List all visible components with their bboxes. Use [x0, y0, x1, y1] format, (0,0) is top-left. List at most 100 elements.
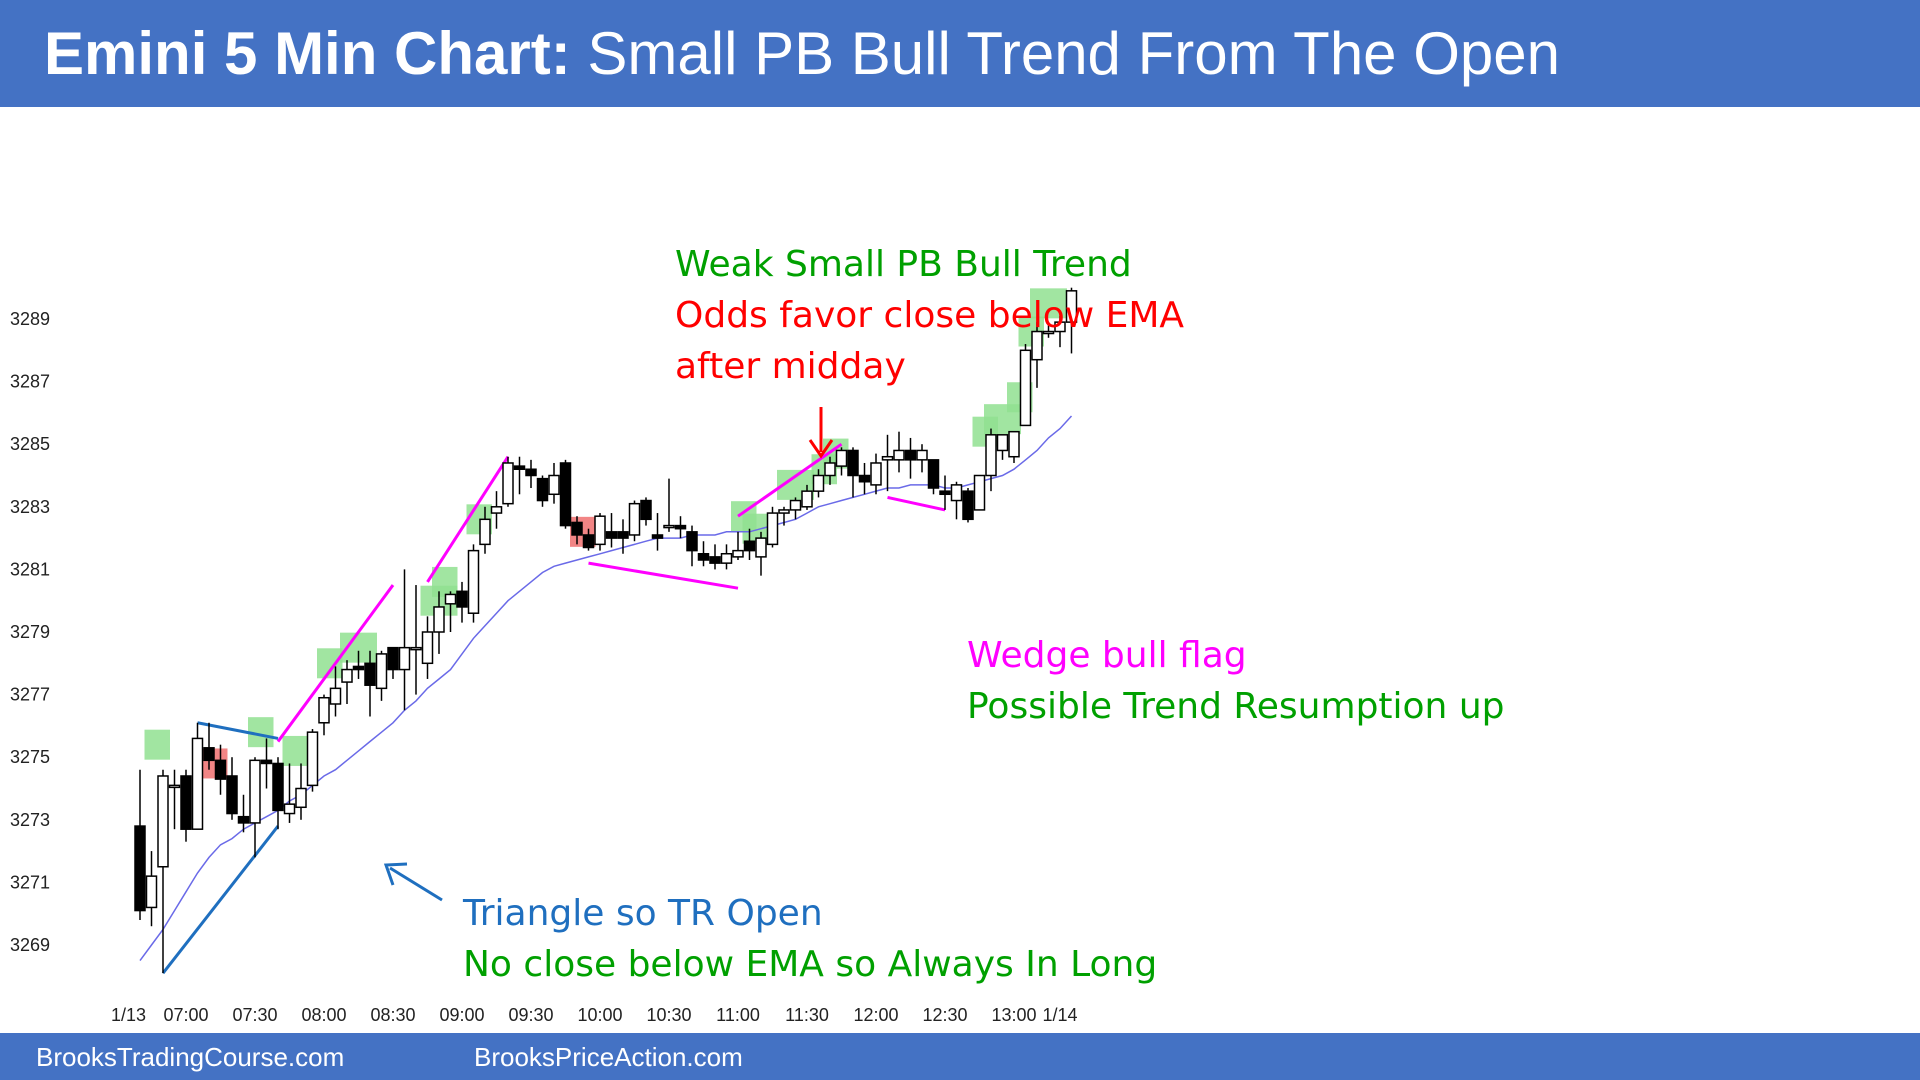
candle-body-bear [559, 462, 572, 527]
ema-series [139, 415, 1073, 962]
candle-body-bull [985, 434, 997, 477]
candle-body-bear [134, 825, 146, 912]
candle [306, 729, 319, 792]
candle [295, 763, 307, 820]
candle-body-bull [1019, 349, 1032, 427]
candle-body-bear [237, 815, 250, 824]
candle-body-bull [375, 653, 388, 690]
x-tick-label: 09:30 [508, 1005, 553, 1025]
candle [973, 474, 986, 511]
candle [709, 544, 721, 570]
x-tick-label: 08:30 [370, 1005, 415, 1025]
y-axis-ticks: 3269 3271 3273 3275 3277 3279 3281 3283 3285 3287… [10, 309, 50, 955]
x-tick-label: 12:30 [922, 1005, 967, 1025]
candle-body-bull [421, 631, 434, 665]
candle-body-bull [1065, 290, 1078, 323]
candle [525, 459, 537, 489]
candle-body-bear [180, 775, 192, 830]
candle [881, 434, 894, 492]
candle [421, 616, 434, 679]
candle-body-bear [364, 662, 376, 686]
y-tick-label: 3269 [10, 935, 50, 955]
candle [398, 569, 411, 711]
candle-body-bull [398, 646, 411, 671]
candle [996, 434, 1009, 460]
candle [789, 497, 802, 520]
candle [686, 525, 698, 567]
candle [375, 650, 388, 701]
candle [697, 541, 710, 567]
candle [720, 544, 733, 570]
y-tick-label: 3283 [10, 497, 50, 517]
candle-body-bull [732, 549, 744, 558]
candle [168, 769, 181, 830]
annotation-trend-resumption: Possible Trend Resumption up [967, 686, 1505, 727]
candle [444, 591, 457, 632]
candle [145, 851, 158, 927]
candle [594, 513, 606, 551]
candle-body-bull [341, 668, 353, 683]
y-tick-label: 3277 [10, 685, 50, 705]
candle-body-bull [778, 509, 790, 514]
candle [1008, 430, 1020, 463]
x-tick-label: 07:30 [232, 1005, 277, 1025]
footer-link-brookspriceaction[interactable]: BrooksPriceAction.com [474, 1042, 743, 1072]
candle-body-bear [640, 499, 652, 521]
ema-line [139, 415, 1073, 962]
signal-box-bull [432, 566, 458, 597]
candle-body-bull [755, 537, 767, 558]
candle-body-bull [812, 474, 825, 492]
candle-body-bull [881, 455, 894, 461]
candle-body-bull [1031, 330, 1043, 361]
candle-body-bear [686, 531, 698, 552]
footer-link-brookstradingcourse[interactable]: BrooksTradingCourse.com [36, 1042, 345, 1072]
candle [824, 456, 836, 485]
signal-box-bull [1030, 288, 1067, 319]
candle-body-bull [801, 490, 813, 508]
candle-body-bear [962, 490, 974, 521]
candle [743, 528, 756, 561]
candle [318, 694, 330, 736]
candle-body-bear [674, 524, 687, 530]
candles [134, 287, 1078, 974]
title-bar: Emini 5 Min Chart: Small PB Bull Trend F… [0, 0, 1920, 107]
candle-body-bear [939, 490, 951, 496]
candle-body-bear [525, 468, 537, 477]
candle-body-bull [663, 524, 675, 529]
candle [226, 757, 238, 820]
y-tick-label: 3285 [10, 434, 50, 454]
candle-body-bull [467, 549, 480, 614]
x-tick-label: 11:00 [716, 1005, 760, 1025]
candle [249, 757, 261, 858]
candle [939, 475, 951, 510]
trendline-triangle-bottom [161, 825, 280, 975]
candle-body-bull [870, 462, 882, 486]
candle-body-bull [548, 474, 560, 496]
candle [858, 462, 871, 495]
candle-body-bull [329, 687, 342, 705]
x-axis-ticks: 1/13 07:00 07:30 08:00 08:30 09:00 09:30 10:00 1… [111, 1005, 1078, 1025]
candle [663, 478, 675, 532]
candle [559, 459, 572, 529]
y-tick-label: 3287 [10, 372, 50, 392]
x-tick-label: 1/13 [111, 1005, 146, 1025]
y-tick-label: 3289 [10, 309, 50, 329]
candle [456, 581, 468, 623]
signal-box-bull [317, 648, 343, 679]
blue-arrow [383, 862, 443, 902]
x-tick-label: 07:00 [163, 1005, 208, 1025]
annotation-odds-favor: Odds favor close below EMA [675, 295, 1184, 336]
candle [203, 722, 215, 770]
candle [191, 722, 204, 830]
candle-body-bull [720, 553, 733, 564]
candle-body-bull [283, 803, 296, 815]
candle-body-bear [387, 646, 399, 671]
candle-body-bull [824, 462, 836, 477]
candle [755, 531, 767, 576]
annotation-wedge-bull-flag: Wedge bull flag [967, 635, 1247, 676]
candle-body-bull [916, 449, 928, 461]
candle [985, 428, 997, 492]
candle [628, 500, 641, 542]
candle [479, 506, 491, 554]
candle [260, 738, 273, 789]
